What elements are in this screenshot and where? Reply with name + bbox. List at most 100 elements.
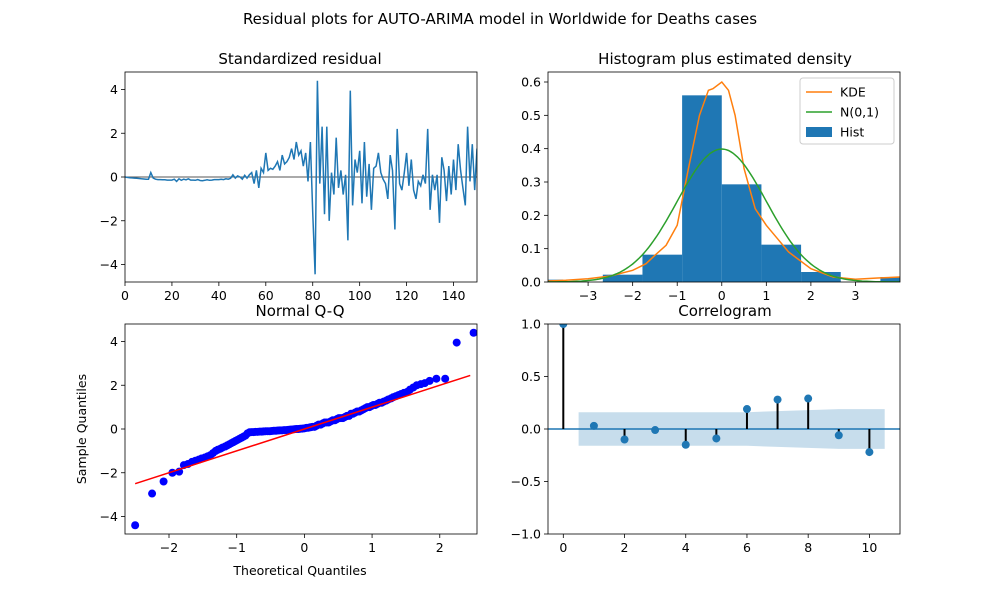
x-tick-label: 100 — [348, 288, 372, 303]
qq-point — [469, 328, 477, 337]
legend-kde-label: KDE — [840, 85, 866, 100]
histogram-bar — [642, 254, 683, 282]
x-tick-label: 6 — [743, 540, 751, 555]
qq-point — [432, 374, 441, 383]
x-tick-label: 0 — [718, 288, 726, 303]
figure-title: Residual plots for AUTO-ARIMA model in W… — [243, 10, 757, 28]
x-axis-label: Theoretical Quantiles — [232, 563, 366, 578]
acf-point — [681, 440, 690, 449]
plot-area — [548, 324, 900, 457]
qq-reference-line — [134, 374, 471, 485]
histogram-bar — [761, 244, 802, 282]
normal-density-line — [548, 148, 900, 282]
panel-title: Standardized residual — [218, 50, 381, 68]
x-tick-label: 0 — [300, 540, 308, 555]
qq-point — [148, 489, 157, 498]
x-tick-label: 2 — [621, 540, 629, 555]
acf-point — [651, 426, 660, 435]
panel-title: Correlogram — [678, 302, 771, 320]
panel-normal-qq: Normal Q-Q Theoretical Quantiles Sample … — [74, 302, 478, 578]
y-tick-label: 0 — [110, 170, 118, 185]
qq-point — [452, 338, 461, 347]
y-tick-label: 0.0 — [521, 422, 541, 437]
plot-frame — [547, 71, 901, 283]
plot-area — [548, 80, 900, 282]
y-tick-label: 0.3 — [521, 175, 541, 190]
x-tick-label: 120 — [395, 288, 419, 303]
x-tick-label: 1 — [762, 288, 770, 303]
x-tick-label: −1 — [227, 540, 245, 555]
qq-point — [131, 521, 140, 530]
qq-point — [425, 376, 434, 385]
plot-frame — [547, 323, 901, 535]
x-tick-label: 8 — [804, 540, 812, 555]
panel-standardized-residual: Standardized residual 0 20 40 60 80 100 120 140… — [100, 50, 478, 303]
x-tick-label: 1 — [368, 540, 376, 555]
y-tick-label: 0.5 — [521, 108, 541, 123]
acf-point — [620, 435, 629, 444]
y-tick-label: −4 — [100, 509, 118, 524]
acf-point — [559, 324, 568, 328]
y-tick-label: 4 — [110, 82, 118, 97]
y-tick-label: 0 — [110, 422, 118, 437]
y-tick-label: 0.1 — [521, 241, 541, 256]
x-tick-label: 4 — [682, 540, 690, 555]
panel-correlogram: Correlogram 0 2 4 6 8 10 −1.0 −0.5 0.0 0.5 1.0 — [511, 302, 901, 555]
y-tick-label: −2 — [100, 213, 118, 228]
panel-title: Histogram plus estimated density — [598, 50, 852, 68]
y-tick-label: −0.5 — [511, 474, 541, 489]
y-tick-label: 4 — [110, 334, 118, 349]
histogram-bar — [602, 274, 643, 282]
plot-area — [131, 328, 477, 530]
x-tick-label: 80 — [305, 288, 321, 303]
acf-point — [834, 431, 843, 440]
legend-normal-label: N(0,1) — [840, 105, 879, 120]
x-tick-label: −3 — [579, 288, 597, 303]
legend-hist-label: Hist — [840, 125, 864, 140]
y-tick-label: 1.0 — [521, 317, 541, 332]
acf-point — [712, 434, 721, 443]
panel-histogram-density: Histogram plus estimated density −3 −2 −1 0… — [521, 50, 901, 303]
qq-point — [159, 477, 168, 486]
y-tick-label: −2 — [100, 465, 118, 480]
acf-point — [804, 394, 813, 403]
x-tick-label: 3 — [851, 288, 859, 303]
y-tick-label: 0.2 — [521, 208, 541, 223]
plot-area — [125, 80, 477, 275]
y-tick-label: −1.0 — [511, 527, 541, 542]
y-tick-label: 2 — [110, 378, 118, 393]
x-tick-label: −2 — [160, 540, 178, 555]
kde-line — [548, 80, 900, 282]
legend-hist-swatch — [806, 127, 832, 137]
y-tick-label: 2 — [110, 126, 118, 141]
y-tick-label: 0.4 — [521, 141, 541, 156]
acf-point — [589, 421, 598, 430]
residual-line — [125, 80, 477, 275]
histogram-bar — [801, 272, 841, 282]
legend: KDE N(0,1) Hist — [799, 77, 895, 145]
x-tick-label: 60 — [258, 288, 274, 303]
acf-point — [773, 395, 782, 404]
y-tick-label: 0.5 — [521, 369, 541, 384]
y-axis-label: Sample Quantiles — [74, 374, 89, 484]
plot-frame — [124, 323, 478, 535]
x-tick-label: 2 — [436, 540, 444, 555]
x-tick-label: 20 — [164, 288, 180, 303]
x-tick-label: 0 — [121, 288, 129, 303]
x-tick-label: 140 — [442, 288, 466, 303]
x-tick-label: −1 — [668, 288, 686, 303]
panel-title: Normal Q-Q — [255, 302, 344, 320]
y-tick-label: 0.6 — [521, 75, 541, 90]
y-tick-label: 0.0 — [521, 275, 541, 290]
histogram-bar — [682, 95, 722, 282]
x-tick-label: 2 — [807, 288, 815, 303]
x-tick-label: 0 — [559, 540, 567, 555]
y-tick-label: −4 — [100, 257, 118, 272]
histogram-bar — [880, 277, 900, 282]
qq-point — [441, 374, 450, 383]
histogram-bar — [721, 184, 762, 282]
acf-point — [865, 448, 874, 457]
x-tick-label: 10 — [861, 540, 877, 555]
acf-point — [742, 405, 751, 414]
